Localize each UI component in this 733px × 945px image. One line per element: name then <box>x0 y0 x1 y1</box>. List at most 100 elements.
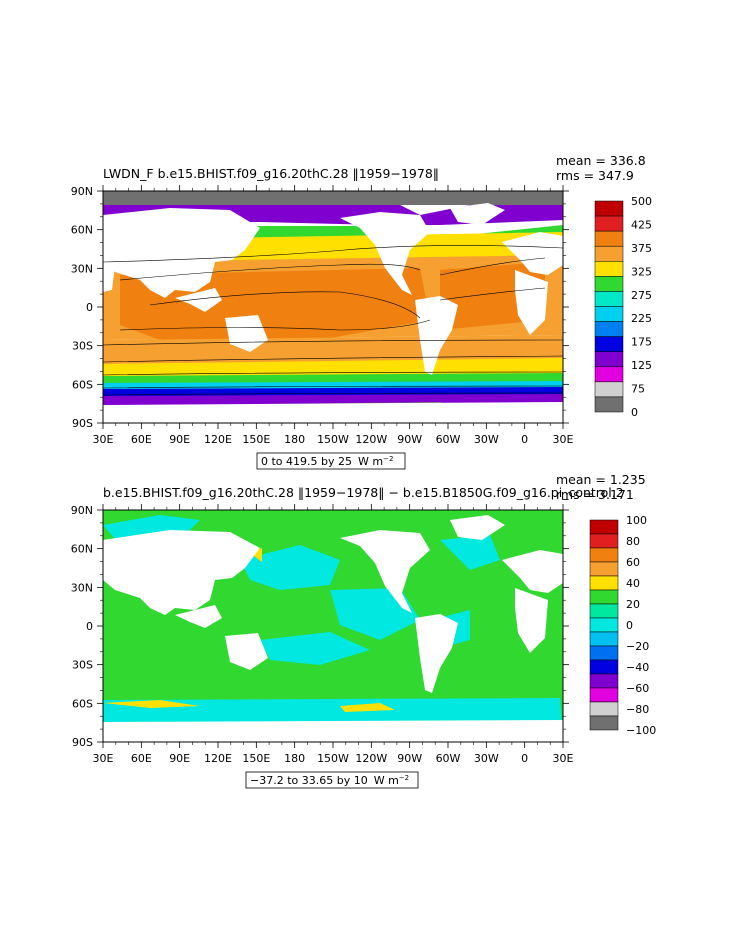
panel-1-axes: 30E 60E 90E 120E 150E 180 150W 120W 90W 60W 30W 0 30… <box>71 185 574 446</box>
panel-2-range-label: −37.2 to 33.65 by 10 W m−2 <box>250 774 409 787</box>
panel-2-colorbar-label: −100 <box>626 724 656 737</box>
panel-2-x-tick-label: 0 <box>521 752 528 765</box>
panel-1-colorbar-label: 125 <box>631 359 652 372</box>
panel-2-y-tick-label: 90S <box>72 736 93 749</box>
panel-1-colorbar-label: 425 <box>631 218 652 231</box>
panel-2-positive-patches <box>103 548 395 712</box>
panel-1-y-tick-label: 60N <box>71 224 93 237</box>
panel-2-colorbar-label: 80 <box>626 535 640 548</box>
panel-2-colorbar-swatch <box>589 533 619 549</box>
panel-1-x-tick-label: 150W <box>317 433 349 446</box>
panel-2-colorbar-swatch <box>589 631 619 647</box>
panel-2-y-tick-label: 60N <box>71 543 93 556</box>
panel-2-y-tick-label: 30N <box>71 581 93 594</box>
panel-2-axes: 30E 60E 90E 120E 150E 180 150W 120W 90W 60W 30W 0 30… <box>71 504 574 765</box>
panel-1-colorbar-swatch <box>594 381 624 398</box>
panel-2-colorbar-swatch <box>589 589 619 605</box>
panel-2-title: b.e15.BHIST.f09_g16.20thC.28 ‖1959−1978‖… <box>103 485 624 500</box>
panel-2-range-box <box>245 771 419 789</box>
panel-1-colorbar-swatch <box>594 200 624 217</box>
panel-1-colorbar-swatch <box>594 261 624 277</box>
panel-1-band-lorange-s <box>103 335 563 367</box>
panel-1-colorbar-label: 0 <box>631 406 638 419</box>
panel-2-colorbar-swatch <box>589 687 619 703</box>
panel-1-y-tick-label: 90S <box>72 417 93 430</box>
panel-2-y-tick-label: 60S <box>72 697 93 710</box>
panel-1-band-green-s <box>103 373 563 384</box>
panel-2-colorbar-label: 40 <box>626 577 640 590</box>
panel-1-x-tick-label: 30E <box>93 433 114 446</box>
panel-1-x-tick-label: 30E <box>553 433 574 446</box>
panel-1-x-tick-label: 60W <box>436 433 461 446</box>
panel-1-colorbar-swatch <box>594 245 624 262</box>
panel-1-colorbar-label: 275 <box>631 289 652 302</box>
panel-1-colorbar-label: 500 <box>631 195 652 208</box>
panel-2-colorbar-label: 100 <box>626 514 647 527</box>
panel-1-band-yellow-s <box>103 358 563 378</box>
panel-2-colorbar-swatch <box>589 603 619 619</box>
panel-1-range-label: 0 to 419.5 by 25 W m−2 <box>261 455 393 468</box>
panel-1-y-tick-label: 90N <box>71 185 93 198</box>
panel-1-x-tick-label: 180 <box>284 433 305 446</box>
panel-1-arctic-band <box>103 191 563 205</box>
panel-1-contours <box>103 245 563 396</box>
panel-1-colorbar-swatch <box>594 306 624 322</box>
panel-1-land <box>103 203 563 423</box>
panel-1-colorbar-swatch <box>594 230 624 247</box>
panel-1-x-tick-label: 90E <box>169 433 190 446</box>
panel-2-colorbar-swatch <box>589 645 619 661</box>
panel-2: b.e15.BHIST.f09_g16.20thC.28 ‖1959−1978‖… <box>71 472 656 789</box>
panel-2-colorbar-swatch <box>589 715 619 731</box>
panel-1-colorbar-swatch <box>594 321 624 337</box>
panel-1-x-tick-label: 30W <box>474 433 499 446</box>
panel-1-colorbar-label: 375 <box>631 242 652 255</box>
panel-2-y-tick-label: 30S <box>72 659 93 672</box>
panel-2-colorbar-label: 20 <box>626 598 640 611</box>
panel-1-x-tick-label: 90W <box>397 433 422 446</box>
panel-2-y-tick-label: 90N <box>71 504 93 517</box>
panel-1-colorbar-swatch <box>594 351 624 368</box>
panel-1-colorbar-label: 75 <box>631 383 645 396</box>
panel-1-colorbar-label: 325 <box>631 265 652 278</box>
panel-1-x-tick-label: 150E <box>242 433 270 446</box>
panel-1-range-box <box>256 452 406 470</box>
panel-1-y-tick-label: 60S <box>72 378 93 391</box>
panel-2-colorbar-label: 60 <box>626 556 640 569</box>
panel-1-colorbar-swatch <box>594 336 624 352</box>
panel-2-x-tick-label: 90E <box>169 752 190 765</box>
panel-1-x-tick-label: 60E <box>131 433 152 446</box>
panel-1-x-tick-label: 120W <box>355 433 387 446</box>
panel-2-x-tick-label: 120W <box>355 752 387 765</box>
panel-2-y-tick-label: 0 <box>86 620 93 633</box>
panel-1-x-tick-label: 0 <box>521 433 528 446</box>
panel-1-map <box>103 191 563 423</box>
panel-2-colorbar-label: −20 <box>626 640 649 653</box>
panel-1-colorbar: 500 425 375 325 275 225 175 125 75 0 <box>594 195 652 419</box>
panel-1-colorbar-swatch <box>594 215 624 232</box>
panel-1-mean: mean = 336.8 <box>556 153 646 168</box>
panel-1-colorbar-label: 175 <box>631 336 652 349</box>
panel-1-y-tick-label: 30N <box>71 262 93 275</box>
panel-1-x-tick-label: 120E <box>204 433 232 446</box>
panel-1-title: LWDN_F b.e15.BHIST.f09_g16.20thC.28 ‖195… <box>103 166 439 181</box>
panel-1-rms: rms = 347.9 <box>556 168 634 183</box>
panel-1: LWDN_F b.e15.BHIST.f09_g16.20thC.28 ‖195… <box>71 153 652 470</box>
panel-1-y-tick-label: 0 <box>86 301 93 314</box>
panel-2-colorbar-swatch <box>589 617 619 633</box>
panel-1-colorbar-swatch <box>594 276 624 292</box>
panel-2-x-tick-label: 30E <box>93 752 114 765</box>
panel-2-colorbar-swatch <box>589 659 619 675</box>
panel-1-colorbar-label: 225 <box>631 312 652 325</box>
panel-2-colorbar-swatch <box>589 673 619 689</box>
panel-2-x-tick-label: 150E <box>242 752 270 765</box>
panel-2-colorbar: 100 80 60 40 20 0 −20 −40 −60 −80 −100 <box>589 514 656 737</box>
panel-2-x-tick-label: 60E <box>131 752 152 765</box>
panel-2-x-tick-label: 30W <box>474 752 499 765</box>
panel-2-colorbar-swatch <box>589 547 619 563</box>
panel-1-colorbar-swatch <box>594 366 624 383</box>
panel-2-colorbar-swatch <box>589 701 619 717</box>
panel-2-x-tick-label: 120E <box>204 752 232 765</box>
panel-2-x-tick-label: 150W <box>317 752 349 765</box>
panel-2-colorbar-label: −40 <box>626 661 649 674</box>
